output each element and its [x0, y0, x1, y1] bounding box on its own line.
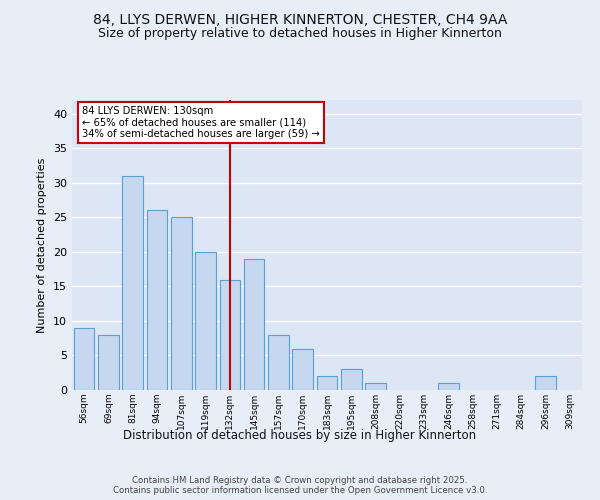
Bar	[438, 383, 459, 390]
Bar	[535, 376, 556, 390]
Bar	[317, 376, 337, 390]
Bar	[98, 335, 119, 390]
Bar	[171, 218, 191, 390]
Bar	[268, 335, 289, 390]
Text: 84, LLYS DERWEN, HIGHER KINNERTON, CHESTER, CH4 9AA: 84, LLYS DERWEN, HIGHER KINNERTON, CHEST…	[93, 12, 507, 26]
Bar	[244, 259, 265, 390]
Text: Contains HM Land Registry data © Crown copyright and database right 2025.
Contai: Contains HM Land Registry data © Crown c…	[113, 476, 487, 495]
Bar	[122, 176, 143, 390]
Y-axis label: Number of detached properties: Number of detached properties	[37, 158, 47, 332]
Bar	[365, 383, 386, 390]
Bar	[341, 370, 362, 390]
Bar	[146, 210, 167, 390]
Text: Size of property relative to detached houses in Higher Kinnerton: Size of property relative to detached ho…	[98, 28, 502, 40]
Bar	[292, 348, 313, 390]
Bar	[74, 328, 94, 390]
Bar	[220, 280, 240, 390]
Text: Distribution of detached houses by size in Higher Kinnerton: Distribution of detached houses by size …	[124, 428, 476, 442]
Bar	[195, 252, 216, 390]
Text: 84 LLYS DERWEN: 130sqm
← 65% of detached houses are smaller (114)
34% of semi-de: 84 LLYS DERWEN: 130sqm ← 65% of detached…	[82, 106, 320, 139]
